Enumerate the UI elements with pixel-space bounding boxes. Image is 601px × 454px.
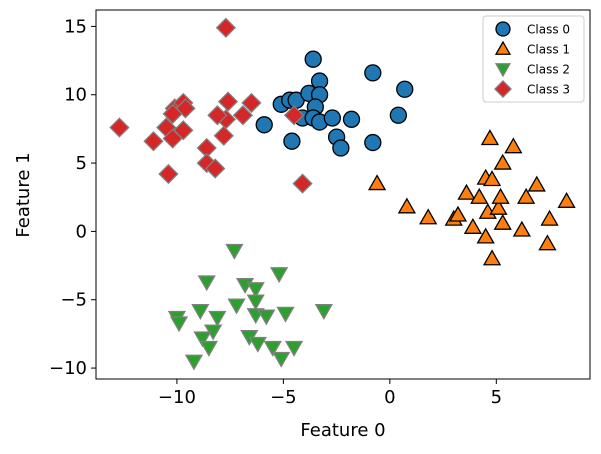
x-axis-ticks: −10 −5 0 5 [158,379,502,408]
data-point-class-0 [364,64,382,82]
data-point-class-1 [504,137,523,154]
y-tick-label: −10 [49,358,87,379]
x-axis-label: Feature 0 [300,420,385,441]
x-tick-label: −10 [158,387,196,408]
y-axis-ticks: −10 −5 0 5 10 15 [49,16,96,379]
data-point-class-1 [448,205,468,222]
data-point-class-2 [270,267,289,284]
legend-label: Class 3 [527,83,570,97]
data-point-class-3 [241,92,262,114]
data-point-class-0 [323,109,342,127]
data-point-class-2 [276,306,295,323]
data-point-class-3 [205,158,226,179]
y-axis-label: Feature 1 [13,152,34,237]
data-point-class-2 [263,340,282,357]
data-point-class-3 [217,91,239,112]
data-point-class-1 [489,198,508,215]
data-point-class-2 [246,294,265,311]
data-point-class-1 [512,220,531,237]
y-tick-label: 0 [76,221,87,242]
data-point-class-3 [162,103,183,124]
data-point-class-0 [283,132,301,150]
y-tick-label: 15 [64,16,87,37]
legend: Class 0 Class 1 Class 2 Class 3 [482,15,585,103]
data-point-class-3 [173,120,194,141]
data-point-class-2 [184,354,204,371]
data-point-class-3 [143,131,164,152]
data-point-class-0 [255,116,273,134]
data-point-class-2 [314,304,333,320]
legend-marker-class-0 [495,21,511,37]
data-point-class-2 [208,310,227,327]
data-point-class-1 [482,170,502,187]
data-point-class-2 [284,340,304,357]
data-point-class-2 [225,243,244,260]
data-point-class-2 [193,331,212,348]
data-point-class-2 [272,351,291,368]
data-point-class-1 [457,183,476,200]
legend-label: Class 0 [527,23,570,37]
data-point-class-1 [493,153,512,170]
legend-marker-class-3 [494,80,512,98]
data-point-class-3 [109,117,130,138]
data-point-class-1 [493,213,512,230]
data-point-class-0 [332,139,350,157]
legend-marker-class-2 [494,63,512,78]
data-point-class-1 [557,192,576,208]
legend-label: Class 1 [527,43,570,57]
data-point-class-1 [482,249,502,266]
data-point-class-2 [227,298,246,315]
data-point-class-3 [175,98,196,119]
data-point-class-3 [215,17,237,38]
x-tick-label: −5 [270,387,297,408]
x-tick-label: 0 [384,387,395,408]
data-point-class-1 [476,227,495,244]
data-point-class-0 [389,106,408,124]
data-point-class-1 [419,208,438,225]
points-layer [109,17,576,371]
data-point-class-2 [248,336,267,353]
y-tick-label: 10 [64,85,87,106]
data-point-class-1 [470,187,489,204]
data-point-class-2 [199,340,218,357]
data-point-class-0 [364,133,382,152]
data-point-class-1 [538,234,557,251]
legend-frame [482,15,585,103]
y-tick-label: 5 [76,153,87,174]
data-point-class-2 [191,304,210,320]
data-point-class-3 [232,105,254,126]
data-point-class-1 [527,175,546,192]
data-point-class-1 [491,187,510,204]
data-point-class-0 [396,80,414,98]
data-point-class-1 [517,187,536,204]
data-point-class-1 [540,209,559,226]
data-point-class-1 [397,197,416,214]
data-point-class-3 [158,163,179,185]
data-point-class-0 [342,110,361,128]
data-point-class-3 [292,173,313,194]
data-point-class-1 [463,217,483,234]
legend-marker-class-1 [494,40,512,55]
data-point-class-2 [246,282,265,299]
data-point-class-3 [213,125,234,146]
x-tick-label: 5 [491,387,502,408]
data-point-class-1 [480,129,500,146]
legend-label: Class 2 [527,63,570,77]
data-point-class-0 [304,50,322,68]
data-point-class-3 [207,105,228,126]
y-tick-label: −5 [60,290,87,311]
data-point-class-2 [169,316,189,333]
data-point-class-2 [257,309,276,326]
data-point-class-3 [283,105,305,126]
data-point-class-2 [197,275,216,292]
plot-frame [95,9,591,380]
data-point-class-1 [367,174,387,191]
